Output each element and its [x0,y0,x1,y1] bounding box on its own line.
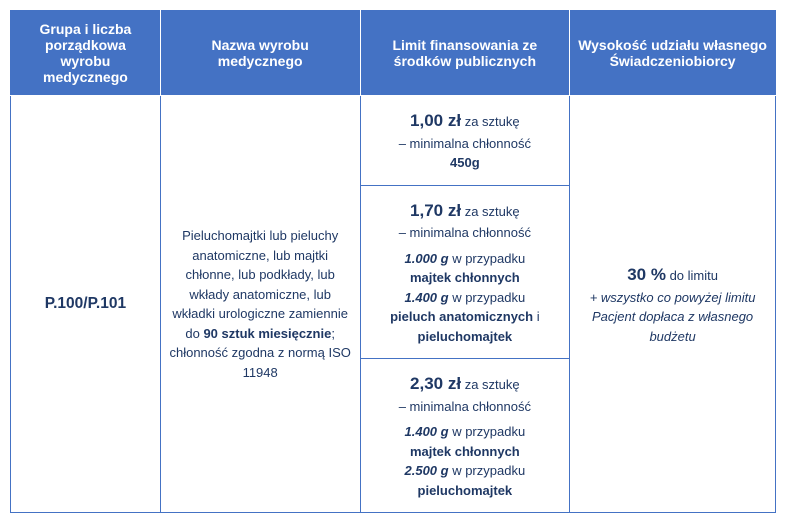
limit-1-content: 1,00 zł za sztukę – minimalna chłonność … [361,96,570,185]
header-group: Grupa i liczba porządkowa wyrobu medyczn… [11,11,161,96]
limit-cell: 1,00 zł za sztukę – minimalna chłonność … [360,96,570,513]
limit-2-v2-item2: pieluchomajtek [371,327,560,347]
limit-2-content: 1,70 zł za sztukę – minimalna chłonność … [361,185,570,359]
limit-3-tail: za sztukę [461,377,520,392]
share-cell: 30 % do limitu + wszystko co powyżej lim… [570,96,776,513]
limit-row-3: 2,30 zł za sztukę – minimalna chłonność … [361,359,570,513]
limit-1-val: 450g [371,153,560,173]
share-pct-tail: do limitu [666,268,718,283]
limit-3-v2-tail: w przypadku [449,463,526,478]
product-code: P.100/P.101 [11,96,161,513]
limit-2-v2: 1.400 g [405,290,449,305]
limit-2-v1: 1.000 g [405,251,449,266]
limit-3-v1-item: majtek chłonnych [371,442,560,462]
header-limit: Limit finansowania ze środków publicznyc… [360,11,570,96]
limit-2-v1-tail: w przypadku [449,251,526,266]
data-row: P.100/P.101 Pieluchomajtki lub pieluchy … [11,96,776,513]
limit-3-v2: 2.500 g [405,463,449,478]
limit-2-v2-and: i [533,309,540,324]
limit-2-sub: – minimalna chłonność [371,223,560,243]
product-name: Pieluchomajtki lub pieluchy anatomiczne,… [160,96,360,513]
limit-row-1: 1,00 zł za sztukę – minimalna chłonność … [361,96,570,185]
limit-3-v2-item: pieluchomajtek [371,481,560,501]
header-share: Wysokość udziału własnego Świadczeniobio… [570,11,776,96]
limit-3-sub: – minimalna chłonność [371,397,560,417]
header-row: Grupa i liczba porządkowa wyrobu medyczn… [11,11,776,96]
header-product: Nazwa wyrobu medycznego [160,11,360,96]
limit-1-sub: – minimalna chłonność [371,134,560,154]
product-qty: 90 sztuk miesięcznie [203,326,331,341]
limit-1-tail: za sztukę [461,114,520,129]
limit-inner-table: 1,00 zł za sztukę – minimalna chłonność … [361,96,570,512]
financing-table: Grupa i liczba porządkowa wyrobu medyczn… [10,10,776,513]
limit-2-v2-tail: w przypadku [449,290,526,305]
limit-3-price: 2,30 zł [410,374,461,393]
limit-3-v1: 1.400 g [405,424,449,439]
limit-3-v1-tail: w przypadku [449,424,526,439]
limit-2-v1-item: majtek chłonnych [371,268,560,288]
product-desc-line1: Pieluchomajtki lub pieluchy anatomiczne,… [172,228,348,341]
limit-row-2: 1,70 zł za sztukę – minimalna chłonność … [361,185,570,359]
product-desc-line3: chłonność zgodna z normą ISO 11948 [169,345,350,380]
limit-1-price: 1,00 zł [410,111,461,130]
limit-2-v2-item1: pieluch anatomicznych [390,309,533,324]
limit-2-tail: za sztukę [461,204,520,219]
share-pct: 30 % [627,265,666,284]
share-note: + wszystko co powyżej limitu Pacjent dop… [578,288,767,347]
limit-2-price: 1,70 zł [410,201,461,220]
product-qty-tail: ; [331,326,335,341]
limit-3-content: 2,30 zł za sztukę – minimalna chłonność … [361,359,570,513]
